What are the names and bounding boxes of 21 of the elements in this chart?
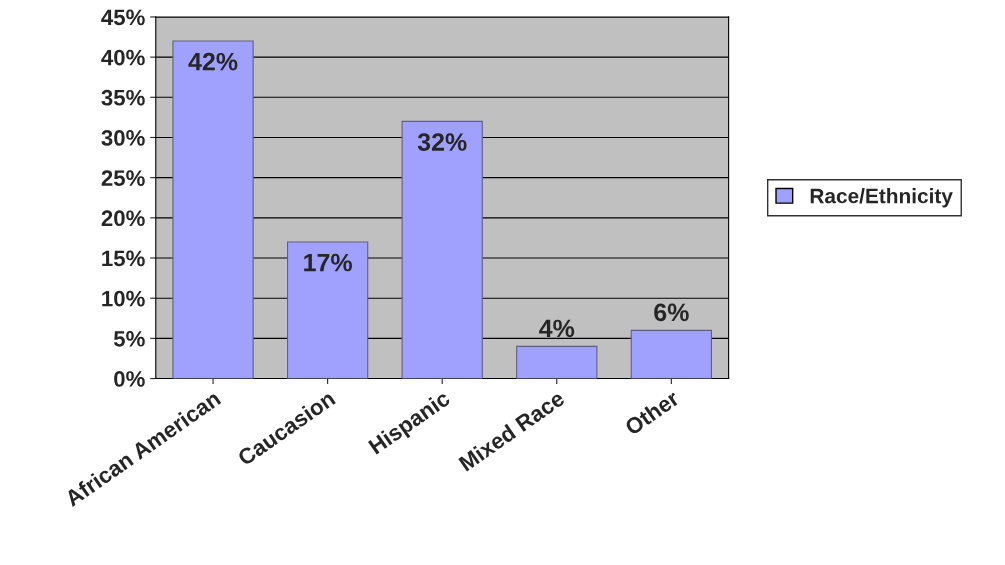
y-tick-label: 35% xyxy=(101,89,145,106)
bar xyxy=(630,329,712,379)
y-tick-label: 0% xyxy=(114,371,145,387)
y-tick-label: 5% xyxy=(113,330,145,347)
bar xyxy=(172,40,254,379)
legend-label: Race/Ethnicity xyxy=(810,188,953,208)
y-tick-label: 30% xyxy=(101,130,145,146)
bar xyxy=(401,120,483,379)
y-tick-label: 40% xyxy=(101,49,145,66)
y-tick-label: 10% xyxy=(102,290,145,307)
y-tick-label: 45% xyxy=(101,9,145,26)
data-label: 32% xyxy=(417,133,467,151)
data-label: 17% xyxy=(304,253,352,272)
data-label: 6% xyxy=(654,303,689,322)
bar xyxy=(516,345,598,379)
data-label: 4% xyxy=(539,319,575,338)
y-tick-label: 15% xyxy=(102,250,145,267)
y-tick-label: 25% xyxy=(101,170,145,186)
data-label: 42% xyxy=(188,52,238,71)
bar xyxy=(286,241,369,379)
y-tick-label: 20% xyxy=(101,210,145,227)
